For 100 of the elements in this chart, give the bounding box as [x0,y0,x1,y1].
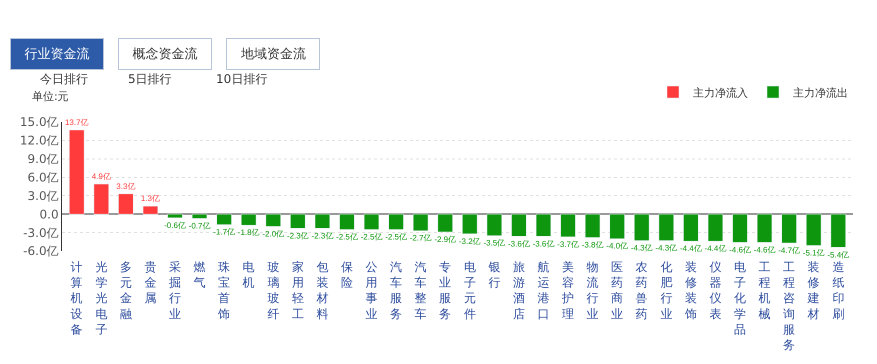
y-tick-label: 3.0亿 [28,188,59,203]
x-tick-label: 汽车服务 [390,260,402,321]
bar [806,214,822,246]
y-tick-label: 15.0亿 [20,115,59,130]
bar [364,214,380,230]
data-label: -2.3亿 [311,231,334,240]
y-tick-label: 9.0亿 [28,152,59,166]
data-label: -2.9亿 [434,234,456,244]
y-axis-title: 单位:元 [32,90,69,103]
bar [216,214,232,225]
data-label: -3.8亿 [582,240,604,250]
data-label: -4.3亿 [630,244,653,253]
data-label: -0.7亿 [188,221,210,230]
bar [610,214,625,239]
data-label: -4.4亿 [680,244,702,254]
x-tick-label: 贵金属 [144,260,156,306]
bar [462,214,478,234]
data-label: -3.7亿 [557,240,579,249]
bar [142,206,158,214]
x-tick-label: 农药兽药 [636,260,648,321]
data-label: -2.7亿 [410,234,432,243]
bar [634,214,650,241]
bar [708,214,724,242]
y-tick-label: -6.0亿 [23,244,59,258]
x-tick-label: 物流行业 [586,260,599,321]
bar [290,214,306,229]
data-label: -4.3亿 [655,244,678,253]
x-tick-label: 光学光电子 [95,260,108,336]
y-tick-label: 12.0亿 [20,134,59,148]
y-tick-label: 6.0亿 [28,170,59,184]
data-label: -2.5亿 [360,232,382,242]
bar [167,214,183,218]
x-tick-label: 汽车整车 [414,260,427,321]
x-tick-label: 装修建材 [806,260,820,321]
bar [241,214,256,226]
bar [314,214,330,229]
data-label: -2.0亿 [262,229,284,238]
data-label: -3.2亿 [458,236,481,246]
bar [266,214,281,227]
data-label: -2.5亿 [385,232,407,242]
data-label: -4.7亿 [778,246,800,256]
data-label: -4.4亿 [704,244,726,254]
x-tick-label: 旅游酒店 [512,260,525,321]
text: 5日排行 [128,72,172,86]
x-tick-label: 工程咨询服务 [783,260,796,352]
bar [511,214,527,237]
data-label: -5.4亿 [827,250,850,260]
x-tick-label: 化肥行业 [660,260,672,321]
data-label: -3.6亿 [532,239,554,248]
x-tick-label: 仪器仪表 [709,260,722,321]
x-tick-label: 珠宝首饰 [217,260,230,321]
x-tick-label: 美容护理 [561,260,574,321]
x-tick-label: 航运港口 [537,260,550,321]
data-label: 4.9亿 [92,172,111,182]
bar [388,214,404,230]
x-tick-label: 燃气 [194,260,206,290]
bar [94,184,109,214]
data-label: -1.7亿 [213,228,236,237]
x-tick-label: 电子化学品 [734,260,746,336]
text: 地域资金流 [240,46,306,62]
bar [584,214,600,238]
data-label: -3.5亿 [483,238,506,248]
x-tick-label: 医药商业 [611,260,624,321]
bar [536,214,552,237]
legend-label: 主力净流出 [793,86,848,100]
bar [192,214,208,219]
x-tick-label: 计算机设备 [70,260,83,336]
text: 行业资金流 [24,46,90,62]
data-label: -2.3亿 [286,231,309,240]
bar [683,214,698,242]
x-tick-label: 电子元件 [464,260,476,321]
y-tick-label: 0.0 [40,207,59,222]
x-tick-label: 采掘行业 [169,260,181,321]
bar [756,214,772,243]
data-label: -3.6亿 [508,239,530,248]
bar [732,214,748,243]
bar [438,214,453,232]
x-tick-label: 工程机械 [758,260,771,321]
bar [658,214,674,241]
bar [830,214,846,248]
data-label: -0.6亿 [164,220,186,230]
y-tick-label: -3.0亿 [23,226,59,240]
x-tick-label: 保险 [340,260,353,290]
data-label: -4.0亿 [606,242,628,251]
x-tick-label: 电机 [242,260,255,290]
data-label: -4.6亿 [729,245,751,254]
x-tick-label: 家用轻工 [292,260,304,321]
x-tick-label: 公用事业 [366,260,378,321]
text: 10日排行 [216,72,268,86]
x-tick-label: 专业服务 [439,260,452,321]
text: 概念资金流 [132,46,198,62]
bar [560,214,576,238]
bar [339,214,355,230]
bar [118,194,134,214]
bar [69,130,84,214]
x-tick-label: 银行 [487,260,500,290]
bar [782,214,797,244]
x-tick-label: 多元金融 [120,260,132,321]
x-tick-label: 包装材料 [315,260,328,321]
x-tick-label: 装修装饰 [684,260,697,321]
